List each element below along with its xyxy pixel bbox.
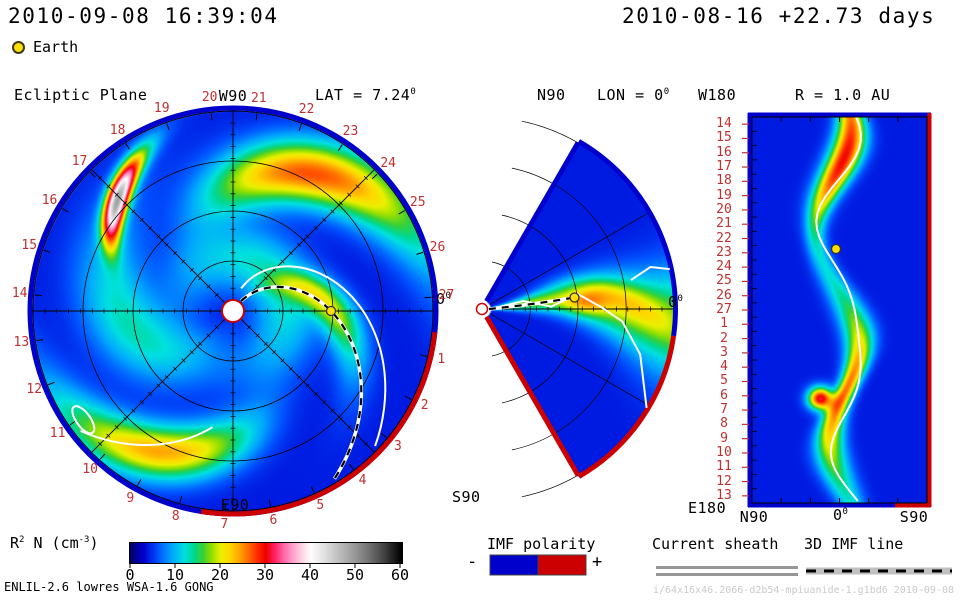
ecliptic-day-label: 25 (409, 194, 426, 210)
radial-day-label: 15 (716, 130, 732, 146)
colorbar-tick-label: 0 (125, 565, 135, 584)
colorbar-gradient (130, 543, 402, 563)
degree-sup: 0 (445, 291, 452, 301)
ecliptic-day-label: 2 (420, 397, 429, 413)
radial-day-label: 27 (716, 301, 732, 317)
ecliptic-zero-degree-label: 00 (436, 290, 452, 308)
radial-day-label: 6 (720, 387, 728, 403)
colorbar-tick-label: 10 (165, 565, 185, 584)
imf-polarity-plus-label: + (592, 552, 603, 572)
radial-axis-zero-label: 00 (833, 506, 849, 524)
ecliptic-day-label: 13 (13, 334, 30, 350)
radial-day-label: 24 (716, 258, 732, 274)
radial-axis-n90-label: N90 (739, 508, 769, 526)
radial-day-label: 20 (716, 201, 732, 217)
timestamp-start-elapsed: 2010-08-16 +22.73 days (622, 4, 936, 28)
ecliptic-day-label: 23 (342, 123, 359, 139)
ecliptic-day-label: 19 (153, 101, 170, 117)
ecliptic-day-label: 16 (41, 192, 58, 208)
radial-day-label: 23 (716, 244, 732, 260)
ecliptic-day-label: 9 (126, 490, 135, 506)
ecliptic-day-label: 3 (394, 439, 402, 455)
radial-axis-s90-label: S90 (899, 508, 929, 526)
ecliptic-day-label: 24 (380, 155, 396, 171)
radial-day-label: 2 (720, 330, 728, 346)
ecliptic-day-label: 22 (298, 101, 315, 117)
radial-day-label: 16 (716, 144, 732, 160)
radial-day-label: 14 (716, 115, 732, 131)
colorbar-tick-label: 20 (210, 565, 230, 584)
radial-map-heatmap (752, 117, 927, 503)
ecliptic-day-label: 18 (109, 122, 126, 138)
radial-day-label: 7 (720, 401, 728, 417)
ecliptic-day-label: 8 (171, 509, 180, 525)
ecliptic-lat-label: LAT = 7.240 (315, 86, 417, 104)
ecliptic-day-label: 11 (49, 425, 66, 441)
earth-legend: Earth (12, 38, 78, 56)
ecliptic-day-label: 20 (201, 90, 218, 106)
meridional-n90-label: N90 (537, 86, 566, 104)
colorbar-tick-label: 30 (255, 565, 275, 584)
ecliptic-day-label: 6 (269, 512, 278, 528)
ecliptic-w90-label: W90 (218, 87, 248, 105)
radial-day-label: 17 (716, 158, 732, 174)
imf-polarity-minus-label: - (467, 552, 478, 572)
meridional-plane-heatmap (470, 112, 680, 508)
degree-sup: 0 (410, 87, 417, 97)
colorbar-label: R2 N (cm-3) (10, 534, 99, 552)
radial-day-label: 13 (716, 487, 732, 503)
colorbar-tick-label: 60 (390, 565, 410, 584)
ecliptic-day-label: 12 (26, 382, 43, 398)
ecliptic-day-label: 27 (438, 288, 455, 304)
radial-day-label: 26 (716, 287, 732, 303)
run-id-watermark: i/64x16x46.2066-d2b54-mpiuanide-1.g1bd6 … (652, 585, 954, 596)
radial-day-label: 22 (716, 230, 732, 246)
radial-w180-label: W180 (698, 86, 737, 104)
timestamp-current: 2010-09-08 16:39:04 (8, 4, 279, 28)
radial-day-label: 3 (720, 344, 728, 360)
radial-day-label: 21 (716, 216, 732, 232)
degree-sup: 0 (677, 294, 684, 304)
ecliptic-panel-title: Ecliptic Plane (14, 86, 148, 104)
colorbar-tick-label: 40 (300, 565, 320, 584)
radial-day-label: 9 (720, 430, 728, 446)
model-version-label: ENLIL-2.6 lowres WSA-1.6 GONG (4, 580, 214, 594)
radial-panel-title: R = 1.0 AU (795, 86, 891, 104)
ecliptic-day-label: 21 (250, 90, 267, 106)
radial-day-label: 5 (720, 373, 728, 389)
ecliptic-e90-label: E90 (220, 496, 250, 514)
degree-sup: 0 (842, 507, 849, 517)
ecliptic-day-label: 7 (220, 516, 229, 532)
colorbar-tick-label: 50 (345, 565, 365, 584)
meridional-lon-label: LON = 00 (597, 86, 670, 104)
ecliptic-day-label: 5 (316, 498, 325, 514)
radial-e180-label: E180 (688, 499, 727, 517)
radial-day-label: 11 (716, 459, 732, 475)
ecliptic-day-label: 14 (11, 285, 28, 301)
radial-day-label: 18 (716, 173, 732, 189)
radial-day-label: 1 (720, 316, 728, 332)
ecliptic-day-label: 10 (82, 462, 98, 478)
meridional-zero-degree-label: 00 (668, 293, 684, 311)
earth-legend-label: Earth (33, 38, 79, 56)
radial-day-label: 12 (716, 473, 732, 489)
radial-day-label: 25 (716, 273, 732, 289)
radial-day-label: 10 (716, 444, 732, 460)
ecliptic-day-label: 17 (71, 153, 88, 169)
meridional-s90-label: S90 (452, 488, 481, 506)
ecliptic-day-label: 15 (21, 237, 38, 253)
ecliptic-day-label: 1 (437, 351, 446, 367)
ecliptic-day-label: 26 (429, 239, 446, 255)
imf-line-legend-title: 3D IMF line (804, 535, 904, 553)
degree-sup: 0 (663, 87, 670, 97)
radial-day-label: 19 (716, 187, 732, 203)
ecliptic-day-label: 4 (358, 473, 367, 489)
imf-polarity-legend-title: IMF polarity (487, 535, 596, 553)
radial-day-label: 4 (720, 359, 728, 375)
radial-day-label: 8 (720, 416, 728, 432)
earth-symbol-icon (12, 40, 25, 54)
current-sheath-legend-title: Current sheath (652, 535, 779, 553)
